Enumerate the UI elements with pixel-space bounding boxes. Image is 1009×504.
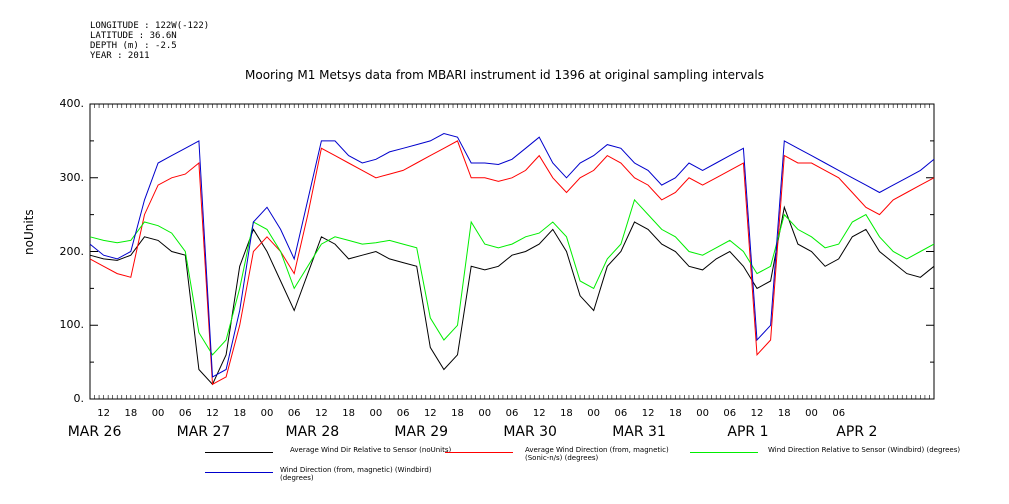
x-hour-label: 12 [315,408,328,419]
x-hour-label: 18 [668,408,682,419]
x-hour-label: 00 [151,408,165,419]
header-latitude: LATITUDE : 36.6N [90,31,177,41]
x-day-label: APR 2 [836,424,878,440]
x-hour-label: 12 [423,408,437,419]
x-hour-label: 06 [178,408,192,419]
x-hour-label: 00 [478,408,492,419]
x-hour-label: 12 [532,408,546,419]
y-tick-label: 300. [59,170,85,184]
x-hour-label: 06 [287,408,301,419]
x-day-label: MAR 27 [176,424,231,440]
x-hour-label: 18 [233,408,247,419]
x-day-label: APR 1 [727,424,769,440]
legend-swatch [445,452,513,453]
legend-label: Wind Direction Relative to Sensor (Windb… [768,446,961,454]
x-hour-label: 00 [587,408,601,419]
x-hour-label: 18 [777,408,791,419]
y-tick-label: 100. [59,318,85,332]
header-depth: DEPTH (m) : -2.5 [90,41,177,51]
x-hour-label: 06 [832,408,846,419]
x-hour-label: 00 [805,408,818,419]
x-hour-label: 00 [696,408,709,419]
header-longitude: LONGITUDE : 122W(-122) [90,21,210,31]
y-tick-label: 200. [59,244,85,258]
x-hour-label: 18 [342,408,355,419]
x-hour-label: 12 [750,408,764,419]
x-hour-label: 18 [560,408,573,419]
x-hour-label: 12 [641,408,655,419]
y-tick-label: 0. [73,392,85,405]
x-day-label: MAR 31 [612,424,666,440]
legend-label: Wind Direction (from, magnetic) (Windbir… [280,466,432,482]
x-hour-label: 18 [124,408,138,419]
legend-label: Average Wind Dir Relative to Sensor (noU… [290,446,452,454]
x-day-label: MAR 28 [285,424,340,440]
x-hour-label: 06 [614,408,628,419]
legend-swatch [205,472,273,473]
x-hour-label: 00 [369,408,383,419]
header-year: YEAR : 2011 [90,51,150,61]
x-day-label: MAR 26 [67,424,122,440]
x-hour-label: 00 [260,408,274,419]
y-tick-label: 400. [59,97,85,110]
x-hour-label: 12 [97,408,110,419]
chart-title: Mooring M1 Metsys data from MBARI instru… [245,68,764,82]
legend-swatch [205,452,273,453]
series-line-2 [89,198,935,356]
x-day-label: MAR 29 [394,424,449,440]
x-hour-label: 12 [206,408,219,419]
x-hour-label: 06 [396,408,410,419]
x-hour-label: 06 [723,408,737,419]
series-line-0 [89,205,935,386]
x-hour-label: 06 [505,408,519,419]
x-hour-label: 18 [451,408,464,419]
series-line-1 [89,140,935,386]
legend-label: Average Wind Direction (from, magnetic) … [525,446,669,462]
x-day-label: MAR 30 [503,424,557,440]
plot-frame [89,103,935,400]
series-line-3 [89,132,935,378]
legend-swatch [690,452,758,453]
